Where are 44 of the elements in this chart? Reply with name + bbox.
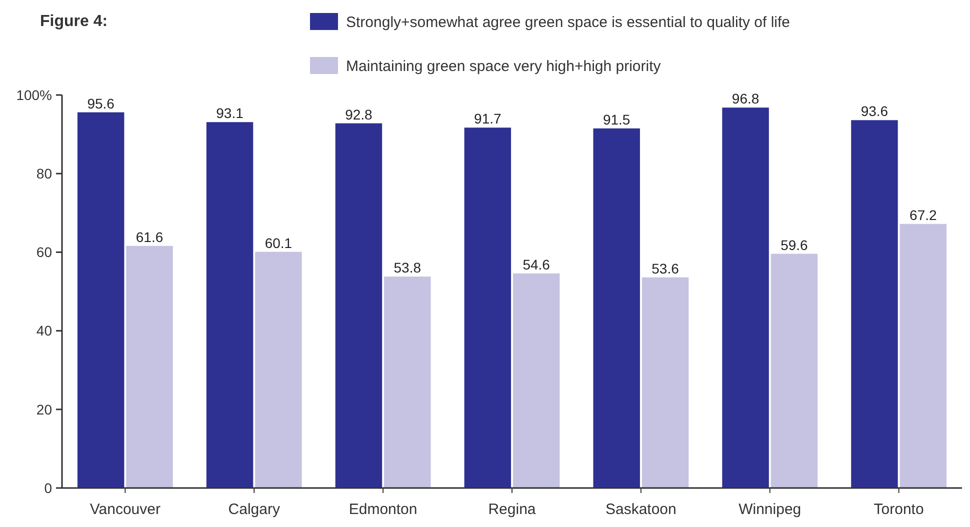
y-tick-label: 0	[44, 480, 52, 496]
data-label: 59.6	[780, 236, 808, 253]
x-tick-label: Vancouver	[90, 501, 160, 518]
data-label: 95.6	[87, 95, 115, 112]
legend-label: Maintaining green space very high+high priority	[346, 58, 662, 75]
chart-title: Figure 4:	[40, 13, 108, 30]
y-tick-label: 20	[36, 401, 52, 418]
data-label: 91.7	[474, 110, 502, 127]
data-label: 67.2	[910, 206, 937, 223]
y-tick-label: 80	[36, 166, 52, 182]
data-label: 53.6	[652, 260, 680, 276]
data-label: 60.1	[264, 234, 292, 251]
bar	[384, 276, 431, 488]
bar	[722, 108, 769, 488]
data-label: 93.1	[216, 105, 244, 122]
x-tick-label: Calgary	[228, 501, 280, 518]
bar	[206, 122, 254, 488]
legend-label: Strongly+somewhat agree green space is essential to quality of life	[346, 14, 790, 31]
data-label: 92.8	[345, 106, 373, 122]
bar	[77, 112, 124, 488]
bar	[335, 123, 382, 488]
x-tick-label: Toronto	[874, 501, 924, 518]
bar	[642, 277, 689, 488]
bar	[464, 128, 512, 488]
bar	[900, 224, 947, 488]
data-label: 96.8	[732, 90, 760, 107]
data-label: 54.6	[522, 256, 550, 272]
data-label: 93.6	[860, 103, 888, 120]
bar	[770, 254, 818, 488]
bar	[126, 246, 173, 488]
bar	[593, 128, 640, 488]
data-label: 53.8	[394, 260, 422, 276]
y-tick-label: 100%	[16, 86, 52, 103]
bar	[851, 120, 898, 488]
x-tick-label: Regina	[488, 501, 536, 518]
data-label: 61.6	[136, 228, 164, 245]
x-tick-label: Edmonton	[348, 501, 418, 518]
bar	[255, 252, 302, 488]
x-tick-label: Saskatoon	[605, 501, 676, 518]
bar	[512, 273, 560, 488]
x-tick-label: Winnipeg	[738, 501, 802, 518]
y-tick-label: 60	[36, 244, 52, 260]
data-label: 91.5	[602, 111, 630, 128]
y-tick-label: 40	[36, 322, 52, 339]
